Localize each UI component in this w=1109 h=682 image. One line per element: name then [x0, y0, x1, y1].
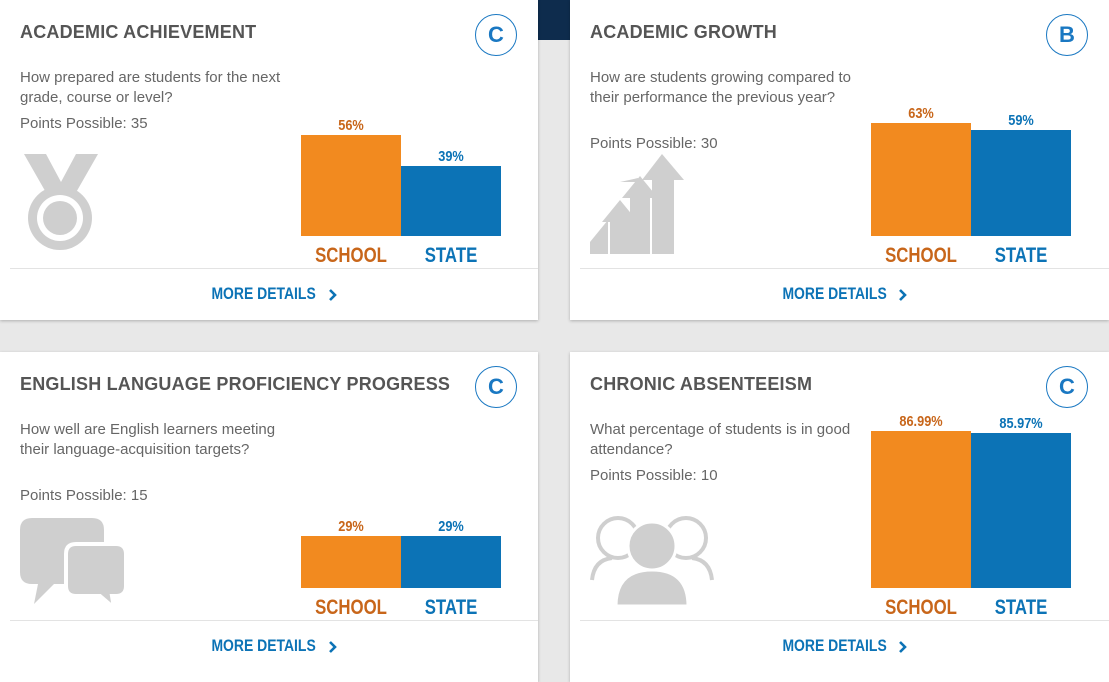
grade-badge: B: [1046, 14, 1088, 56]
card-english-language-proficiency: ENGLISH LANGUAGE PROFICIENCY PROGRESS C …: [0, 352, 538, 682]
more-details-label: MORE DETAILS: [781, 284, 887, 303]
school-bar: [301, 135, 401, 236]
speech-bubbles-icon: [20, 518, 126, 608]
more-details-label: MORE DETAILS: [781, 636, 887, 655]
state-value-label: 85.97%: [999, 415, 1043, 432]
points-possible: Points Possible: 10: [590, 467, 718, 484]
chevron-right-icon: [329, 288, 337, 301]
bar-chart: 86.99% 85.97% SCHOOL STATE: [871, 408, 1073, 624]
divider: [580, 620, 1109, 621]
card-question: How are students growing compared to the…: [590, 69, 851, 106]
state-category-label: STATE: [994, 244, 1048, 267]
school-value-label: 56%: [338, 117, 364, 134]
points-possible: Points Possible: 30: [590, 135, 718, 152]
school-category-label: SCHOOL: [885, 596, 957, 619]
chevron-right-icon: [329, 640, 337, 653]
divider: [10, 620, 538, 621]
more-details-link[interactable]: MORE DETAILS: [570, 636, 1109, 656]
state-category-label: STATE: [424, 244, 478, 267]
points-possible: Points Possible: 15: [20, 487, 148, 504]
card-title: ACADEMIC ACHIEVEMENT: [20, 22, 257, 42]
school-category-label: SCHOOL: [885, 244, 957, 267]
card-title: ACADEMIC GROWTH: [590, 22, 777, 42]
more-details-link[interactable]: MORE DETAILS: [570, 284, 1109, 304]
header-accent: [538, 0, 570, 40]
grade-badge: C: [475, 14, 517, 56]
card-question: How well are English learners meeting th…: [20, 421, 276, 458]
school-category-label: SCHOOL: [315, 244, 387, 267]
card-academic-achievement: ACADEMIC ACHIEVEMENT C How prepared are …: [0, 0, 538, 320]
card-academic-growth: ACADEMIC GROWTH B How are students growi…: [570, 0, 1109, 320]
school-value-label: 63%: [908, 105, 934, 122]
more-details-label: MORE DETAILS: [211, 284, 316, 303]
more-details-link[interactable]: MORE DETAILS: [0, 636, 538, 656]
grade-badge: C: [475, 366, 517, 408]
more-details-label: MORE DETAILS: [211, 636, 316, 655]
people-group-icon: [590, 516, 714, 608]
state-value-label: 29%: [438, 518, 464, 535]
chevron-right-icon: [899, 640, 908, 653]
chevron-right-icon: [899, 288, 908, 301]
state-bar: [401, 536, 501, 588]
state-bar: [971, 433, 1071, 588]
card-question: How prepared are students for the next g…: [20, 69, 281, 106]
state-category-label: STATE: [424, 596, 478, 619]
bar-chart: 29% 29% SCHOOL STATE: [301, 408, 503, 624]
divider: [10, 268, 538, 269]
state-value-label: 59%: [1008, 112, 1034, 129]
card-question: What percentage of students is in good a…: [590, 421, 851, 458]
grade-badge: C: [1046, 366, 1088, 408]
bar-chart: 63% 59% SCHOOL STATE: [871, 56, 1073, 272]
state-category-label: STATE: [994, 596, 1048, 619]
growth-arrows-icon: [590, 154, 684, 254]
state-bar: [401, 166, 501, 236]
card-chronic-absenteeism: CHRONIC ABSENTEEISM C What percentage of…: [570, 352, 1109, 682]
more-details-link[interactable]: MORE DETAILS: [0, 284, 538, 304]
card-title: CHRONIC ABSENTEEISM: [590, 374, 813, 394]
bar-chart: 56% 39% SCHOOL STATE: [301, 56, 503, 272]
card-title: ENGLISH LANGUAGE PROFICIENCY PROGRESS: [20, 374, 451, 394]
state-bar: [971, 130, 1071, 236]
school-category-label: SCHOOL: [315, 596, 387, 619]
points-possible: Points Possible: 35: [20, 115, 148, 132]
divider: [580, 268, 1109, 269]
school-bar: [301, 536, 401, 588]
school-bar: [871, 431, 971, 588]
school-value-label: 86.99%: [899, 413, 943, 430]
medal-icon: [24, 154, 98, 250]
school-value-label: 29%: [338, 518, 364, 535]
state-value-label: 39%: [438, 148, 464, 165]
school-bar: [871, 123, 971, 236]
